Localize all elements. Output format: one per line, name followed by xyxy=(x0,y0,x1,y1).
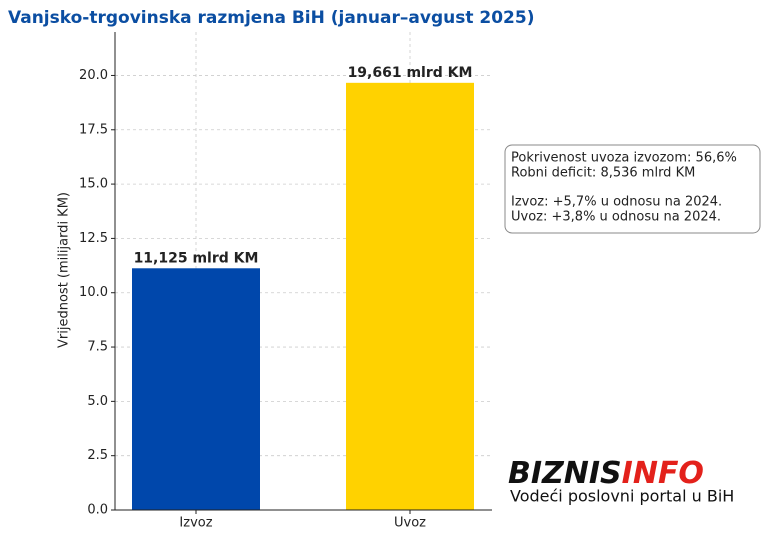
y-tick-label: 15.0 xyxy=(79,177,108,192)
y-axis-label: Vrijednost (milijardi KM) xyxy=(57,192,72,348)
value-label: 11,125 mlrd KM xyxy=(134,250,259,266)
logo-part: BIZNIS xyxy=(508,456,622,491)
y-tick-label: 10.0 xyxy=(79,285,108,300)
chart-title: Vanjsko-trgovinska razmjena BiH (januar–… xyxy=(8,8,534,28)
logo-tagline: Vodeći poslovni portal u BiH xyxy=(510,487,734,506)
y-tick-label: 2.5 xyxy=(87,448,108,463)
y-tick-label: 0.0 xyxy=(87,503,108,518)
annotation-line: Uvoz: +3,8% u odnosu na 2024. xyxy=(511,210,721,225)
bar xyxy=(346,82,474,510)
y-tick-label: 20.0 xyxy=(79,68,108,83)
y-tick-label: 5.0 xyxy=(87,394,108,409)
y-tick-label: 7.5 xyxy=(87,340,108,355)
bar xyxy=(132,268,260,510)
logo-text: BIZNISINFO xyxy=(508,456,704,491)
y-tick-label: 17.5 xyxy=(79,122,108,137)
annotation-line: Pokrivenost uvoza izvozom: 56,6% xyxy=(511,151,737,166)
annotation-line: Izvoz: +5,7% u odnosu na 2024. xyxy=(511,195,722,210)
annotation-box xyxy=(504,144,761,234)
logo: BIZNISINFO Vodeći poslovni portal u BiH xyxy=(508,456,734,506)
x-tick-label: Izvoz xyxy=(179,516,212,531)
x-tick-label: Uvoz xyxy=(394,516,426,531)
annotation-line: Robni deficit: 8,536 mlrd KM xyxy=(511,166,695,181)
logo-part: INFO xyxy=(622,456,704,491)
value-label: 19,661 mlrd KM xyxy=(348,65,473,81)
y-tick-label: 12.5 xyxy=(79,231,108,246)
